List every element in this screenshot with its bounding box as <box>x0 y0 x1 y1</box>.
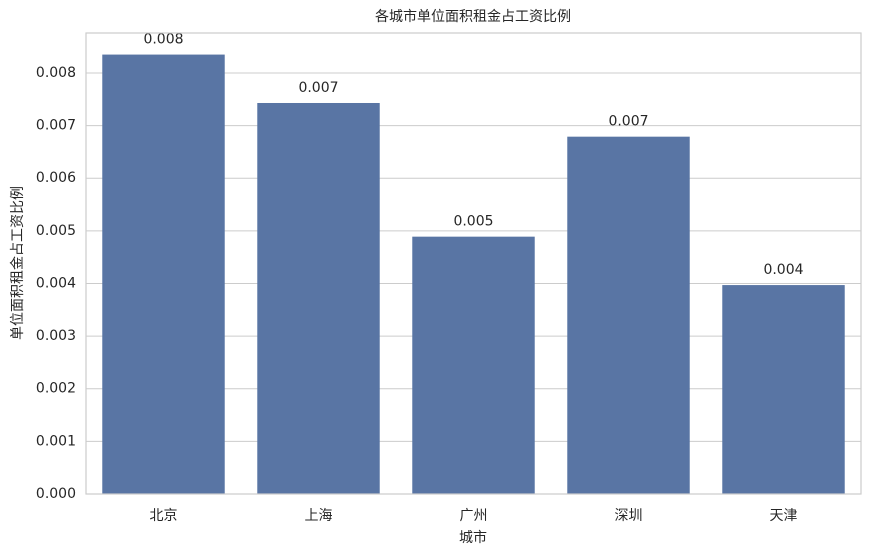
y-tick-label: 0.002 <box>36 381 76 397</box>
y-tick-label: 0.001 <box>36 433 76 449</box>
x-tick-label: 北京 <box>150 508 178 524</box>
value-label: 0.007 <box>608 114 648 130</box>
y-tick-label: 0.004 <box>36 275 76 291</box>
value-label: 0.004 <box>763 262 803 278</box>
y-tick-label: 0.006 <box>36 170 76 186</box>
plot-border <box>85 32 862 495</box>
y-tick-label: 0.005 <box>36 223 76 239</box>
bar <box>257 102 380 495</box>
bar <box>567 136 690 495</box>
bar <box>412 236 535 495</box>
y-axis-label: 单位面积租金占工资比例 <box>10 186 26 340</box>
x-tick-label: 广州 <box>460 508 488 524</box>
bar <box>102 54 225 495</box>
y-tick-label: 0.003 <box>36 328 76 344</box>
x-axis-label: 城市 <box>459 529 487 546</box>
y-tick-label: 0.008 <box>36 65 76 81</box>
x-tick-label: 上海 <box>305 508 333 524</box>
y-tick-label: 0.000 <box>36 486 76 502</box>
y-tick-label: 0.007 <box>36 118 76 134</box>
x-tick-label: 深圳 <box>615 508 643 524</box>
bar <box>722 285 845 494</box>
value-label: 0.007 <box>298 80 338 96</box>
value-label: 0.005 <box>453 214 493 230</box>
value-label: 0.008 <box>143 32 183 48</box>
chart-title: 各城市单位面积租金占工资比例 <box>375 8 571 25</box>
x-tick-label: 天津 <box>770 508 798 524</box>
